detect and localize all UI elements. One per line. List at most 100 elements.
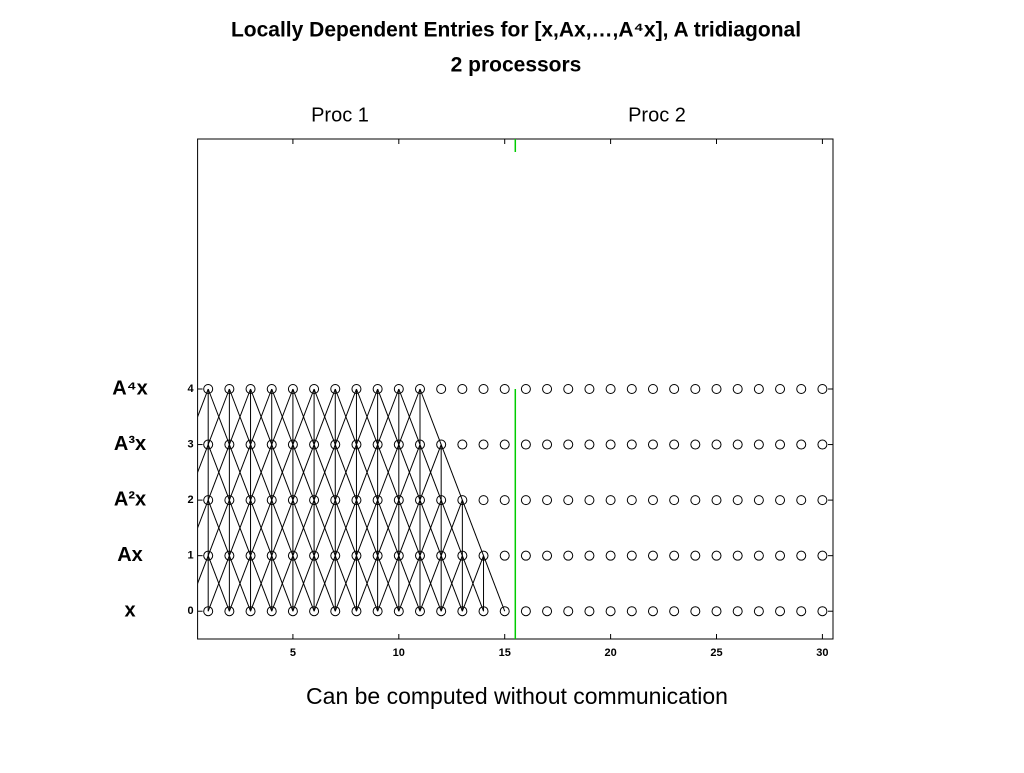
row-label: A³x [114,433,146,455]
entry-point [245,439,256,450]
entry-point [690,439,701,450]
entry-point [393,606,404,617]
entry-point [584,495,595,506]
entry-point [372,550,383,561]
entry-point [711,550,722,561]
dependency-line [250,444,273,501]
entry-point [436,550,447,561]
dependency-line [419,499,442,556]
entry-point [753,606,764,617]
entry-point [330,439,341,450]
dependency-line [334,499,357,556]
entry-point [499,439,510,450]
dependency-line [228,555,252,612]
entry-point [351,495,362,506]
dependency-line [250,555,273,612]
dependency-line [207,499,230,556]
entry-point [245,550,256,561]
entry-point [266,439,277,450]
entry-point [669,606,680,617]
x-tick-label: 10 [393,647,405,659]
entry-point [203,606,214,617]
entry-point [393,384,404,394]
dependency-line [197,499,209,530]
entry-point [647,384,658,394]
entry-point [669,384,680,394]
entry-point [563,550,574,561]
dependency-lines [197,388,506,612]
caption: Can be computed without communication [306,683,728,709]
entry-point [669,439,680,450]
entry-point [478,495,489,506]
entry-point [224,550,235,561]
dependency-line [440,444,463,501]
entry-point [287,550,298,561]
entry-point [309,495,320,506]
entry-point [414,606,425,617]
entry-point [309,550,320,561]
entry-point [351,550,362,561]
row-label: Ax [117,544,143,566]
entry-point [224,439,235,450]
entry-point [287,439,298,450]
entry-point [796,439,807,450]
entry-point [520,384,531,394]
entry-point [711,606,722,617]
dependency-line [292,388,315,445]
entry-point [520,495,531,506]
entry-point [542,439,553,450]
entry-point [542,495,553,506]
entry-point [542,550,553,561]
entry-point [711,439,722,450]
entry-point [224,384,235,394]
dependency-line [292,499,315,556]
entry-point [372,495,383,506]
row-label: A⁴x [112,377,147,399]
entry-point [796,550,807,561]
dependency-line [398,444,421,501]
entry-point [372,439,383,450]
y-tick-label: 2 [187,494,193,506]
entry-point [266,495,277,506]
entry-point [690,606,701,617]
entry-point [542,606,553,617]
chart-subtitle: 2 processors [451,54,582,77]
entry-point [669,550,680,561]
entry-point [732,384,743,394]
entry-point [584,550,595,561]
entry-point [436,384,447,394]
entry-point [203,550,214,561]
entry-point [711,495,722,506]
entry-point [351,439,362,450]
y-tick-label: 0 [187,605,193,617]
entry-point [542,384,553,394]
entry-point [330,606,341,617]
dependency-line [228,444,252,501]
entry-point [775,495,786,506]
entry-point [372,384,383,394]
entry-point [669,495,680,506]
entry-point [287,495,298,506]
entry-point [584,384,595,394]
dependency-line [419,388,442,445]
dependency-line [250,499,273,556]
dependency-line [207,444,230,501]
entry-point [690,384,701,394]
proc-label: Proc 1 [311,104,369,126]
entry-point [626,606,637,617]
entry-point [753,439,764,450]
entry-point [224,495,235,506]
proc-label: Proc 2 [628,104,686,126]
entry-point [563,495,574,506]
dependency-line [398,499,421,556]
dependency-line [355,555,379,612]
entry-point [457,384,468,394]
dependency-line [313,555,336,612]
entry-point [393,439,404,450]
entry-point [690,550,701,561]
dependency-line [228,499,252,556]
entry-point [817,439,828,450]
entry-point [330,550,341,561]
entry-point [605,439,616,450]
entry-point [478,606,489,617]
